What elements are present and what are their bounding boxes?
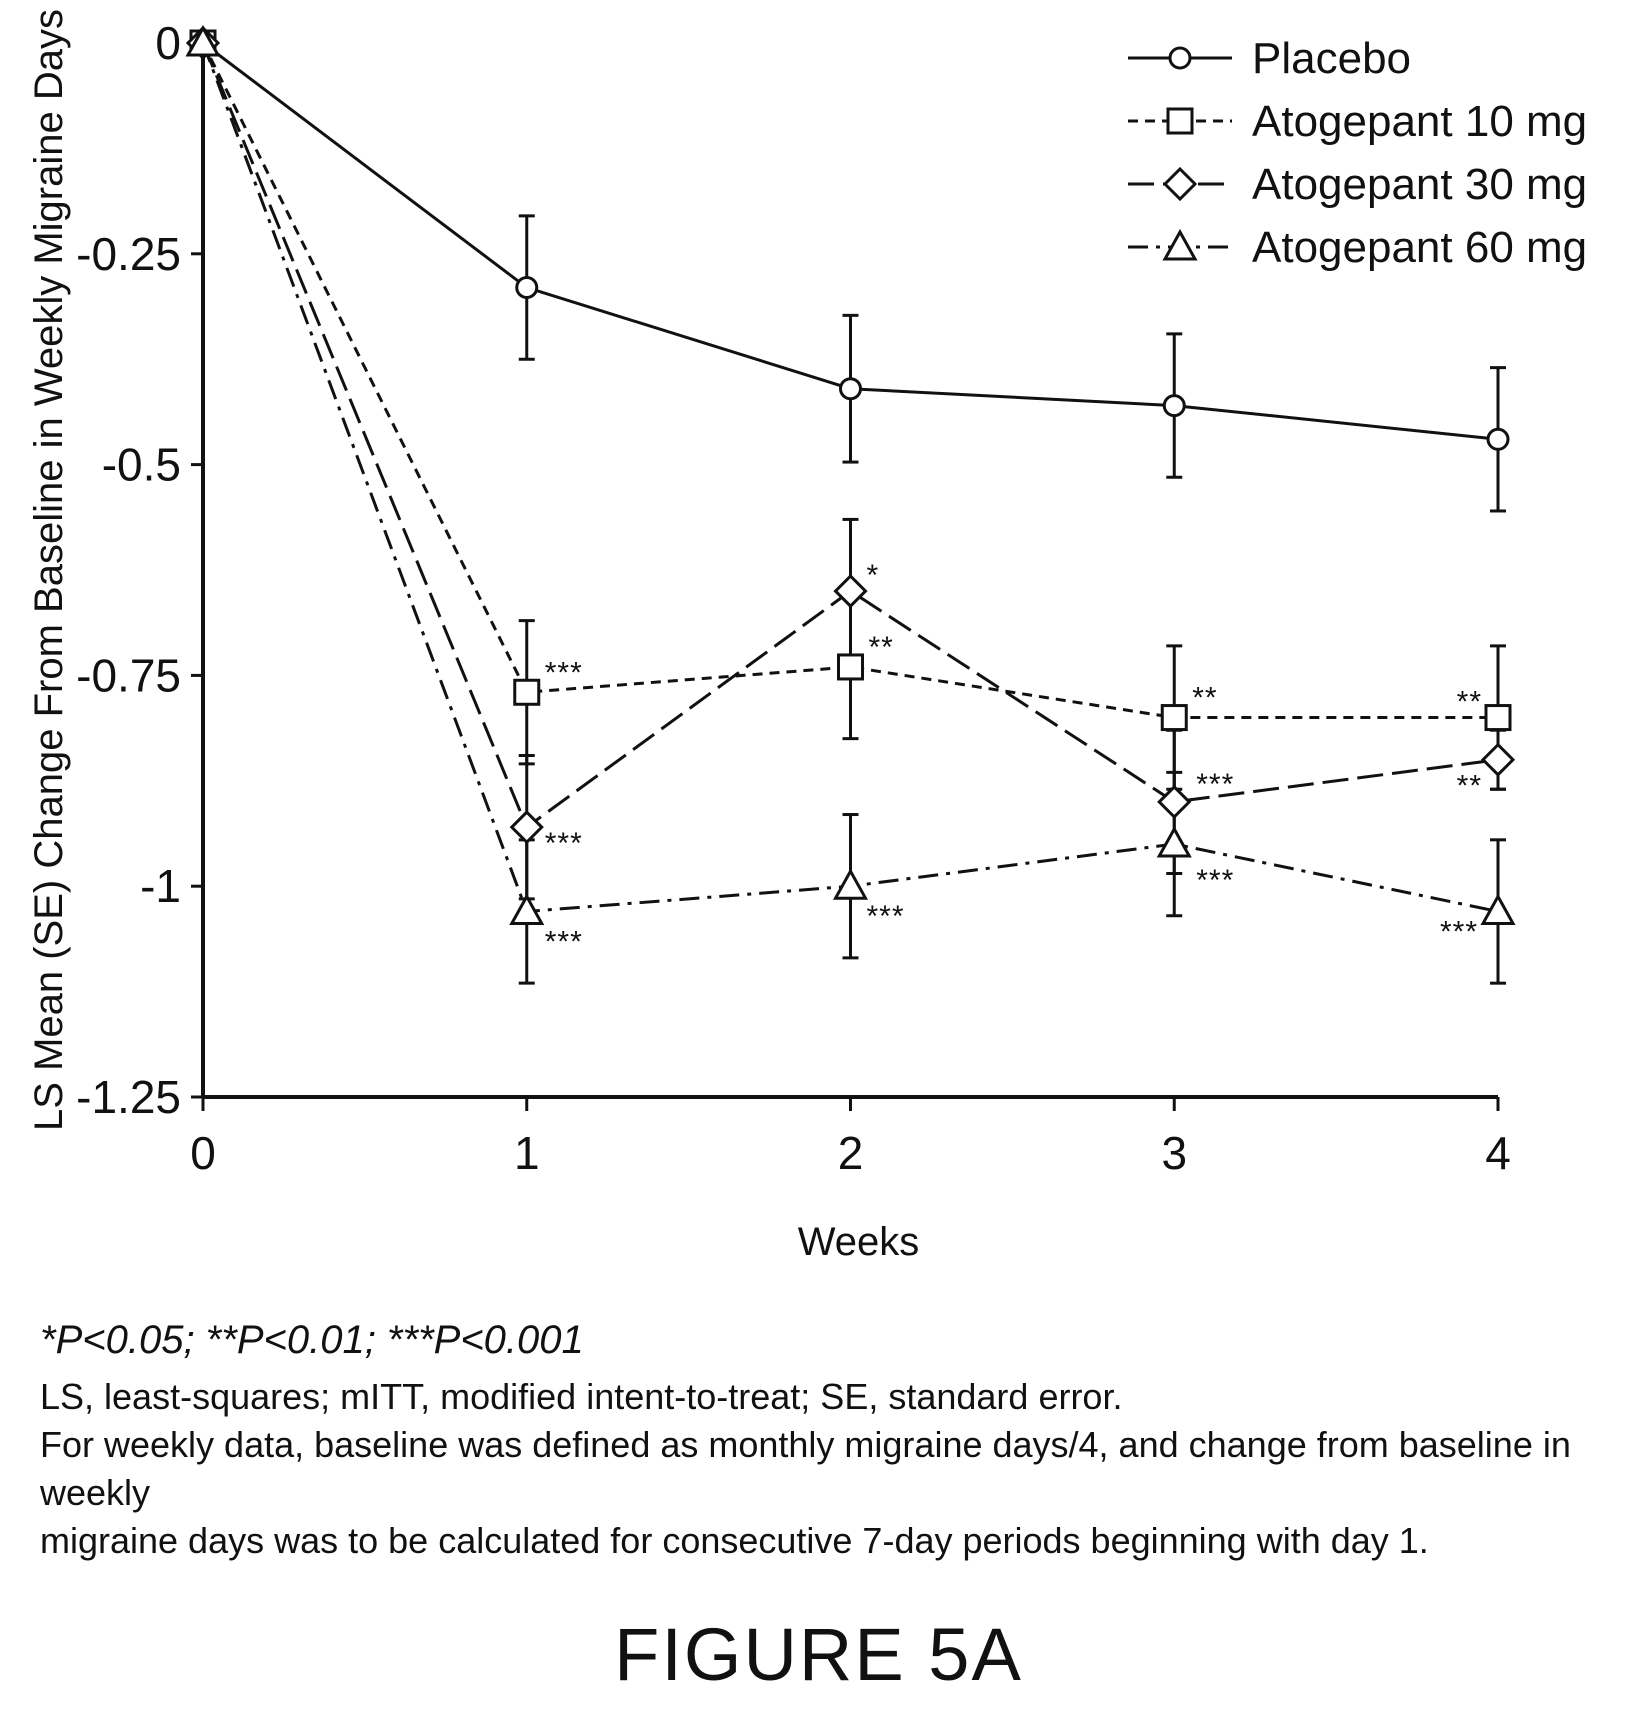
y-tick-label: -0.75 [76, 649, 181, 701]
y-tick-label: -1.25 [76, 1071, 181, 1123]
x-axis-label: Weeks [798, 1220, 920, 1264]
legend-entry: Atogepant 30 mg [1252, 160, 1587, 209]
legend-marker [1162, 228, 1198, 261]
y-axis-label: LS Mean (SE) Change From Baseline in Wee… [27, 9, 71, 1131]
significance-label: *** [1196, 768, 1234, 801]
significance-label: ** [1457, 770, 1482, 803]
significance-label: * [867, 559, 880, 592]
y-tick-label: -0.5 [102, 439, 181, 491]
significance-label: *** [545, 656, 583, 689]
data-point [832, 868, 869, 900]
data-point [833, 573, 868, 609]
legend-entry: Atogepant 60 mg [1252, 223, 1587, 272]
line-chart: 0-0.25-0.5-0.75-1-1.250 1 2 3 4 ******* *****… [27, 9, 1587, 1264]
data-point [837, 653, 864, 681]
legend: Placebo Atogepant 10 mg Atogepant 30 mg Ato… [1128, 34, 1587, 272]
significance-label: *** [1196, 864, 1234, 897]
data-point [1480, 742, 1516, 777]
data-point [513, 678, 541, 706]
x-tick-label: 2 [838, 1127, 864, 1179]
method-footnote-line-1: For weekly data, baseline was defined as… [40, 1424, 1571, 1513]
x-tick-label: 1 [514, 1127, 540, 1179]
x-tick-label: 4 [1485, 1127, 1511, 1179]
data-point [509, 810, 544, 845]
x-tick-label: 3 [1161, 1127, 1187, 1179]
data-point [1160, 704, 1188, 732]
significance-label: *** [867, 900, 905, 933]
data-point [1480, 893, 1516, 925]
footnotes: *P<0.05; **P<0.01; ***P<0.001 LS, least-… [40, 1318, 1620, 1565]
significance-label: *** [545, 827, 583, 860]
significance-label: *** [545, 925, 583, 958]
y-tick-label: -0.25 [76, 228, 181, 280]
significance-labels: ******* ********* ************** [545, 559, 1482, 958]
data-point [185, 24, 221, 57]
significance-label: ** [869, 631, 894, 664]
legend-entry: Atogepant 10 mg [1252, 97, 1587, 146]
legend-marker [1166, 107, 1194, 135]
legend-entry: Placebo [1252, 34, 1411, 83]
data-point [1162, 394, 1186, 418]
significance-label: *** [1440, 915, 1478, 948]
series-line [201, 42, 1498, 720]
data-point [1156, 825, 1192, 858]
y-tick-label: -1 [140, 860, 181, 912]
legend-marker [1168, 46, 1192, 70]
data-markers [185, 24, 1516, 925]
significance-footnote: *P<0.05; **P<0.01; ***P<0.001 [40, 1318, 584, 1362]
significance-label: ** [1192, 682, 1217, 715]
chart-axes: 0-0.25-0.5-0.75-1-1.250 1 2 3 4 [76, 17, 1511, 1179]
x-tick-label: 0 [190, 1127, 216, 1179]
abbreviations-footnote: LS, least-squares; mITT, modified intent… [40, 1376, 1123, 1417]
data-point [1157, 784, 1192, 820]
data-point [509, 893, 545, 925]
data-point [1484, 704, 1512, 732]
data-point [1486, 427, 1510, 451]
data-point [515, 276, 539, 300]
y-tick-label: 0 [155, 17, 181, 69]
legend-marker [1162, 166, 1198, 202]
figure-label: FIGURE 5A [614, 1613, 1023, 1696]
significance-label: ** [1457, 686, 1482, 719]
method-footnote-line-2: migraine days was to be calculated for c… [40, 1520, 1429, 1561]
data-point [839, 377, 862, 401]
